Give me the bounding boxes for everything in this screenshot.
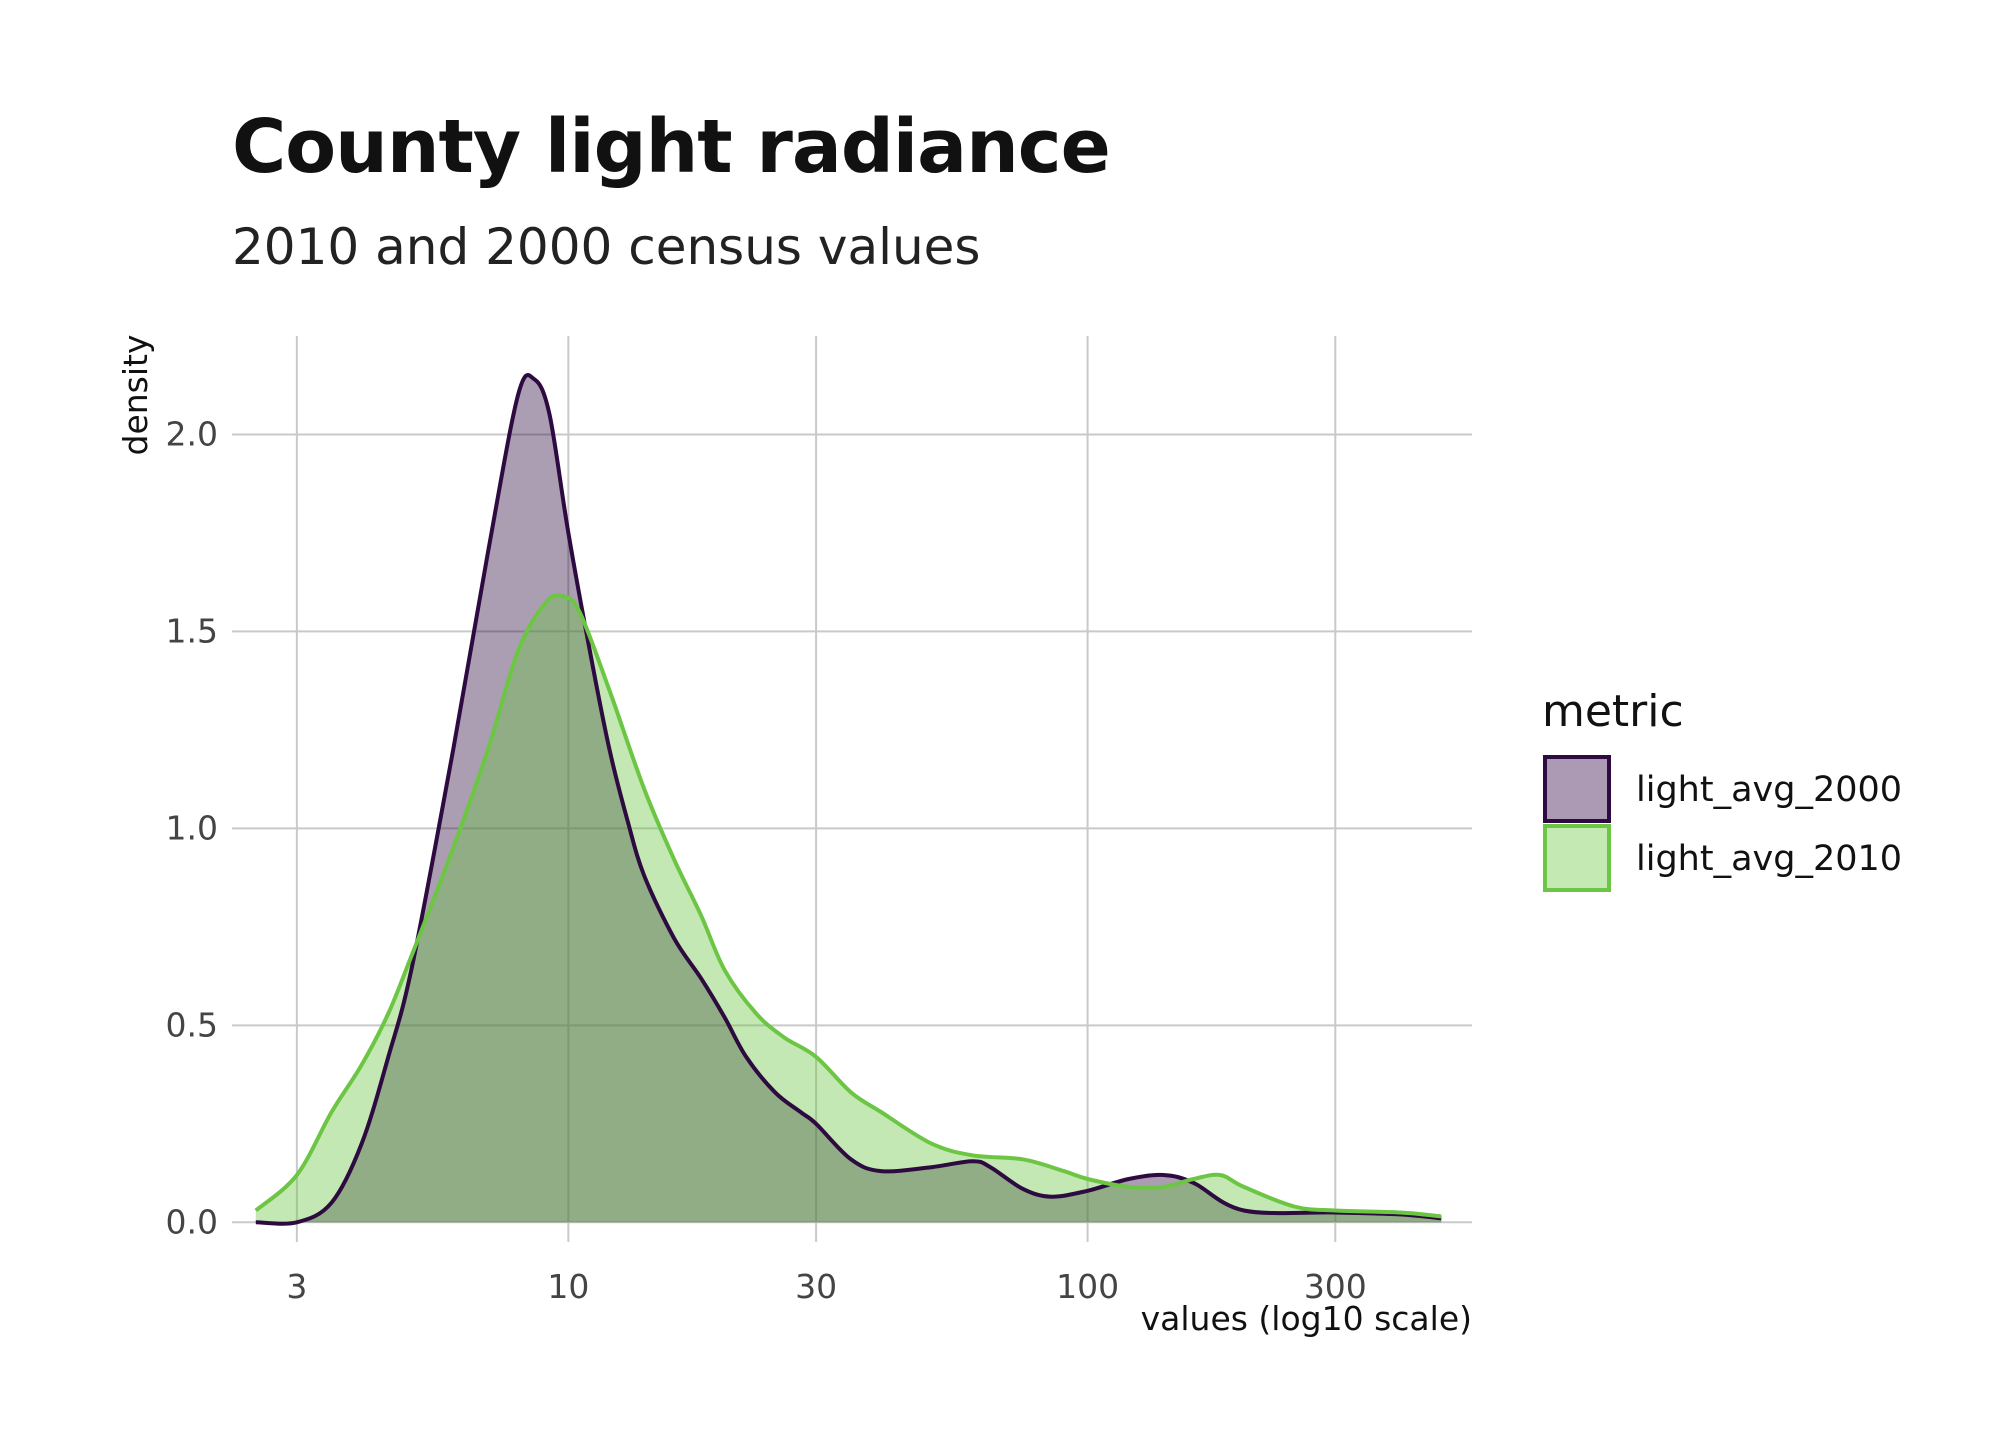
y-tick-label: 1.5 [166, 611, 218, 650]
legend-swatch [1543, 824, 1611, 892]
y-tick-label: 0.0 [166, 1202, 218, 1241]
chart-subtitle: 2010 and 2000 census values [232, 218, 981, 276]
x-tick-label: 30 [795, 1267, 837, 1306]
legend: metric light_avg_2000 light_avg_2010 [1542, 686, 1902, 892]
x-axis-label: values (log10 scale) [1141, 1299, 1472, 1338]
y-tick-label: 0.5 [166, 1005, 218, 1044]
chart-title: County light radiance [232, 104, 1111, 190]
y-tick-label: 1.0 [166, 808, 218, 847]
x-tick-label: 3 [286, 1267, 307, 1306]
legend-swatch [1543, 755, 1611, 823]
x-tick-label: 10 [547, 1267, 589, 1306]
legend-label: light_avg_2000 [1636, 770, 1902, 810]
legend-title: metric [1542, 686, 1684, 737]
y-axis-label: density [116, 335, 155, 456]
density-area-light_avg_2000 [255, 375, 1442, 1224]
legend-items: light_avg_2000 light_avg_2010 [1543, 755, 1902, 892]
x-tick-label: 300 [1304, 1267, 1367, 1306]
x-tick-label: 100 [1056, 1267, 1119, 1306]
legend-label: light_avg_2010 [1636, 839, 1902, 879]
area-layer [254, 373, 1442, 1226]
tick-layer: 0.0 0.5 1.0 1.5 2.0 3 10 30 100 300 [166, 414, 1367, 1306]
y-tick-label: 2.0 [166, 414, 218, 453]
grid-layer [232, 336, 1472, 1242]
density-area-light_avg_2010 [255, 595, 1442, 1223]
density-line-light_avg_2010 [254, 593, 1442, 1219]
